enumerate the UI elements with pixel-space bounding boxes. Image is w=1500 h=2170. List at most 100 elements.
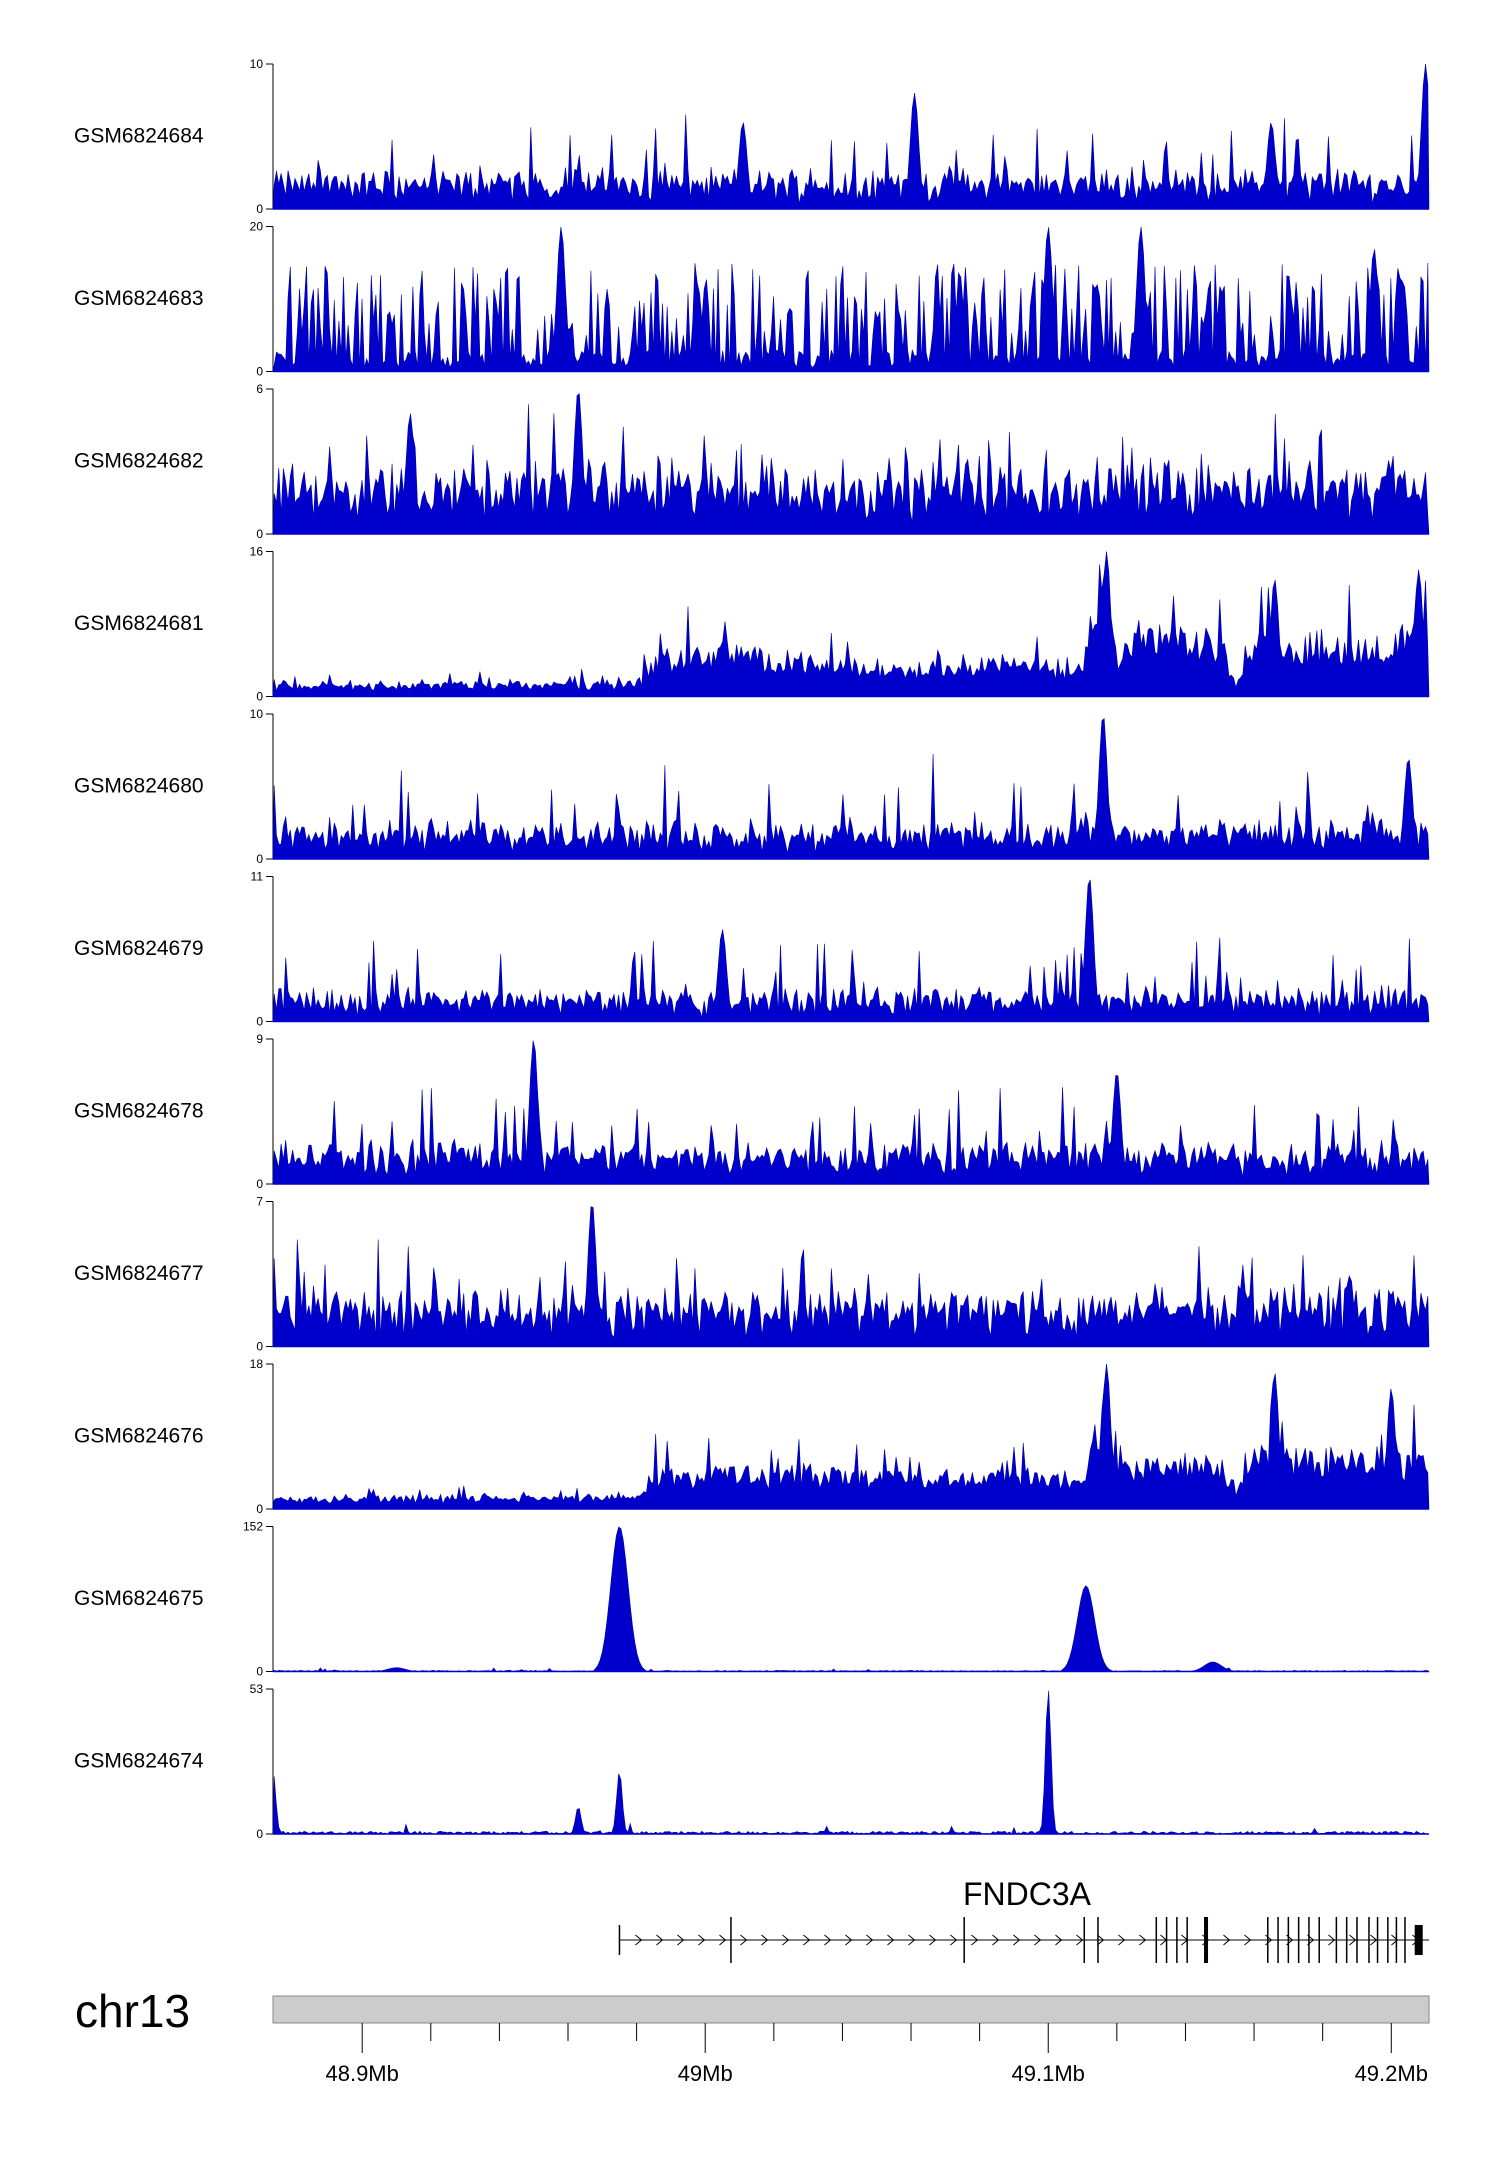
track-GSM6824677: GSM6824677 7 0 <box>74 1195 1430 1354</box>
exon <box>1404 1917 1406 1963</box>
track-GSM6824684: GSM6824684 10 0 <box>74 57 1430 216</box>
y-axis-max-label: 16 <box>250 545 264 559</box>
exon <box>1267 1917 1269 1963</box>
strand-arrow <box>677 1934 685 1946</box>
track-GSM6824683: GSM6824683 20 0 <box>74 220 1430 379</box>
y-axis-max-label: 6 <box>256 382 263 396</box>
track-label: GSM6824682 <box>74 450 204 473</box>
strand-arrow <box>1097 1934 1105 1946</box>
exon <box>1297 1917 1300 1963</box>
y-axis-min-label: 0 <box>256 1827 263 1841</box>
strand-arrow <box>1118 1934 1126 1946</box>
track-GSM6824681: GSM6824681 16 0 <box>74 545 1430 704</box>
exon <box>1414 1925 1423 1955</box>
ideogram-track: chr13 48.9Mb 49Mb 49.1Mb 49.2Mb <box>75 1985 1430 2086</box>
signal-area <box>272 226 1430 372</box>
track-GSM6824680: GSM6824680 10 0 <box>74 707 1430 866</box>
track-label: GSM6824674 <box>74 1750 204 1773</box>
y-axis-min-label: 0 <box>256 852 263 866</box>
strand-arrow <box>950 1934 958 1946</box>
exon <box>963 1917 965 1963</box>
strand-arrow <box>740 1934 748 1946</box>
strand-arrow <box>698 1934 706 1946</box>
exon <box>1335 1917 1338 1963</box>
strand-arrow <box>782 1934 790 1946</box>
exon <box>1083 1917 1086 1963</box>
y-axis-max-label: 10 <box>250 707 264 721</box>
exon <box>1155 1917 1158 1963</box>
genome-axis: 48.9Mb 49Mb 49.1Mb 49.2Mb <box>325 2023 1428 2086</box>
strand-arrow <box>845 1934 853 1946</box>
axis-tick-label: 49.1Mb <box>1012 2061 1085 2086</box>
exon <box>1387 1917 1389 1963</box>
y-axis-min-label: 0 <box>256 1015 263 1029</box>
y-axis-min-label: 0 <box>256 690 263 704</box>
track-GSM6824679: GSM6824679 11 0 <box>74 870 1430 1029</box>
signal-area <box>272 63 1430 210</box>
y-axis-max-label: 18 <box>250 1357 264 1371</box>
track-GSM6824674: GSM6824674 53 0 <box>74 1682 1430 1841</box>
strand-arrow <box>1370 1934 1378 1946</box>
exon <box>1277 1917 1279 1963</box>
track-GSM6824675: GSM6824675 152 0 <box>74 1520 1430 1679</box>
y-axis-max-label: 7 <box>256 1195 263 1209</box>
y-axis-min-label: 0 <box>256 1502 263 1516</box>
y-axis-max-label: 9 <box>256 1032 263 1046</box>
strand-arrow <box>635 1934 643 1946</box>
strand-arrow <box>908 1934 916 1946</box>
axis-tick-label: 48.9Mb <box>325 2061 398 2086</box>
exon <box>1318 1917 1320 1963</box>
gene-label: FNDC3A <box>963 1876 1092 1912</box>
track-GSM6824678: GSM6824678 9 0 <box>74 1032 1430 1191</box>
y-axis-min-label: 0 <box>256 365 263 379</box>
y-axis-max-label: 20 <box>250 220 264 234</box>
track-label: GSM6824681 <box>74 612 204 635</box>
gene-model <box>618 1917 1429 1963</box>
strand-arrow <box>887 1934 895 1946</box>
exon <box>1345 1917 1348 1963</box>
strand-arrow <box>992 1934 1000 1946</box>
strand-arrow <box>1055 1934 1063 1946</box>
strand-arrow <box>1328 1934 1336 1946</box>
exon <box>1176 1917 1178 1963</box>
strand-arrow <box>866 1934 874 1946</box>
y-axis-max-label: 152 <box>243 1520 263 1534</box>
exon <box>1376 1917 1379 1963</box>
exon <box>1186 1917 1188 1963</box>
strand-arrow <box>719 1934 727 1946</box>
strand-arrow <box>1013 1934 1021 1946</box>
signal-area <box>272 879 1430 1022</box>
track-label: GSM6824676 <box>74 1425 204 1448</box>
signal-area <box>272 1206 1430 1347</box>
strand-arrow <box>1223 1934 1231 1946</box>
exon <box>1368 1917 1370 1963</box>
y-axis-min-label: 0 <box>256 1665 263 1679</box>
y-axis-min-label: 0 <box>256 1340 263 1354</box>
strand-arrow <box>824 1934 832 1946</box>
track-label: GSM6824675 <box>74 1587 204 1610</box>
exon <box>1395 1917 1398 1963</box>
strand-arrow <box>803 1934 811 1946</box>
strand-arrow <box>656 1934 664 1946</box>
strand-arrow <box>1391 1934 1399 1946</box>
exon <box>1308 1917 1310 1963</box>
track-GSM6824682: GSM6824682 6 0 <box>74 382 1430 541</box>
y-axis-min-label: 0 <box>256 1177 263 1191</box>
chromosome-ideogram <box>272 1995 1430 2024</box>
strand-arrow <box>1034 1934 1042 1946</box>
signal-area <box>272 1526 1430 1672</box>
axis-tick-label: 49.2Mb <box>1355 2061 1428 2086</box>
track-GSM6824676: GSM6824676 18 0 <box>74 1357 1430 1516</box>
signal-area <box>272 1363 1430 1510</box>
exon <box>1356 1917 1358 1963</box>
exon <box>1287 1917 1290 1963</box>
exon <box>730 1917 732 1963</box>
strand-arrow <box>1244 1934 1252 1946</box>
strand-arrow <box>971 1934 979 1946</box>
exon <box>1097 1917 1099 1963</box>
chromosome-label: chr13 <box>75 1985 190 2037</box>
track-label: GSM6824677 <box>74 1262 204 1285</box>
signal-area <box>272 392 1430 535</box>
signal-area <box>272 1040 1430 1185</box>
